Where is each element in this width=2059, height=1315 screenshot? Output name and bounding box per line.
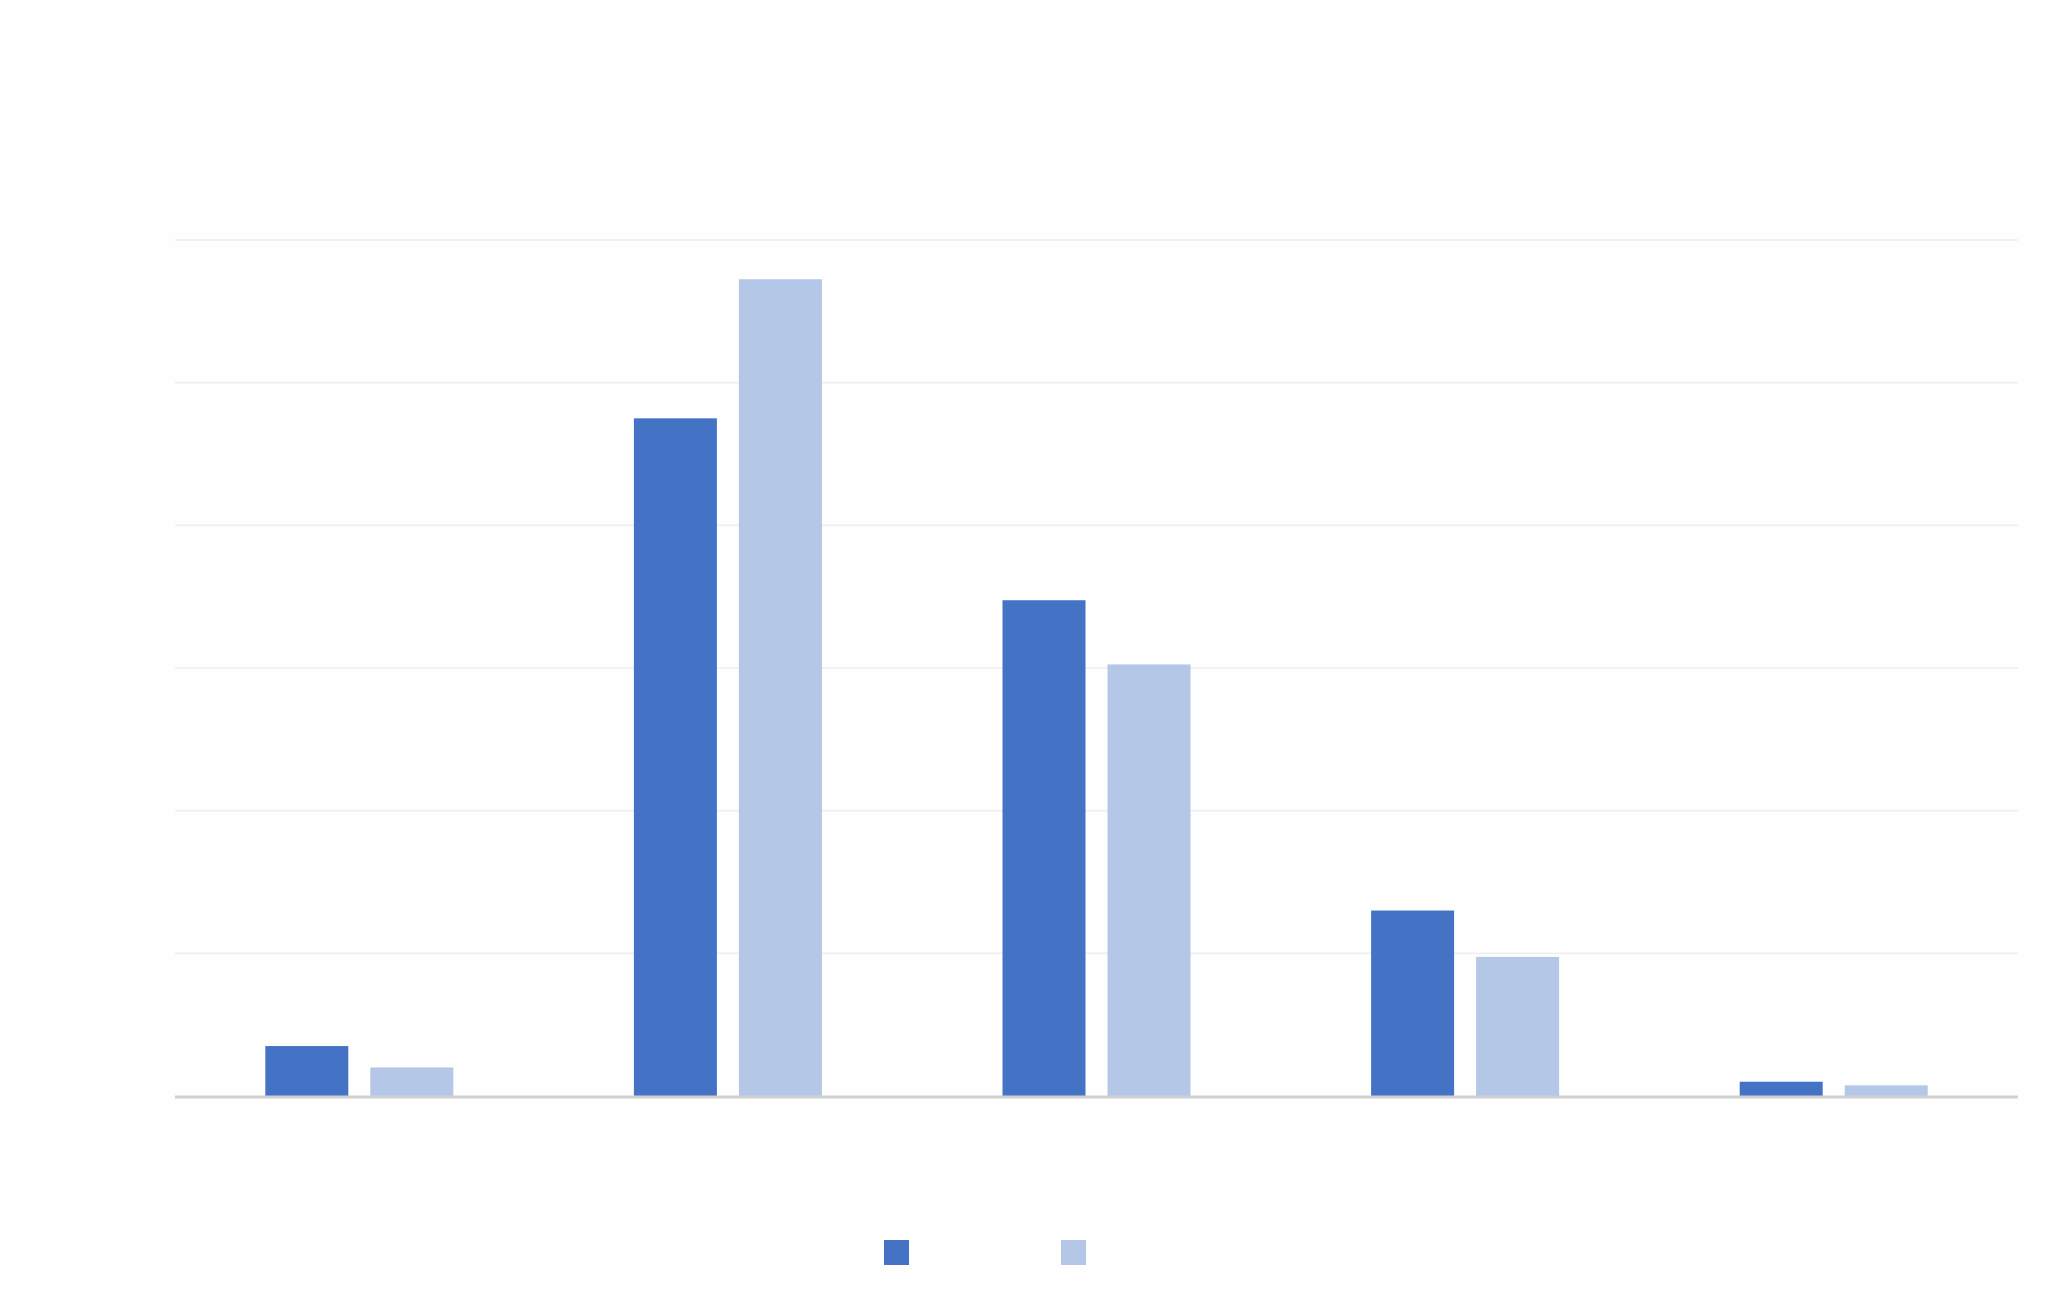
- bar-series-1-category-5: [1739, 1081, 1823, 1096]
- bar-series-1-category-3: [1002, 600, 1086, 1096]
- bar-series-1-category-2: [633, 418, 717, 1096]
- bar-series-2-category-2: [738, 279, 822, 1096]
- gridlines: [175, 239, 2018, 955]
- legend-swatch-series-2: [1061, 1240, 1086, 1265]
- bar-series-1-category-1: [265, 1046, 349, 1096]
- bar-series-2-category-3: [1107, 664, 1191, 1096]
- bar-series-2-category-4: [1476, 956, 1560, 1096]
- bar-series-2-category-1: [370, 1067, 454, 1096]
- legend: [884, 1240, 1086, 1265]
- legend-swatch-series-1: [884, 1240, 909, 1265]
- bars: [265, 279, 1928, 1096]
- bar-series-2-category-5: [1844, 1085, 1928, 1096]
- bar-series-1-category-4: [1371, 910, 1455, 1096]
